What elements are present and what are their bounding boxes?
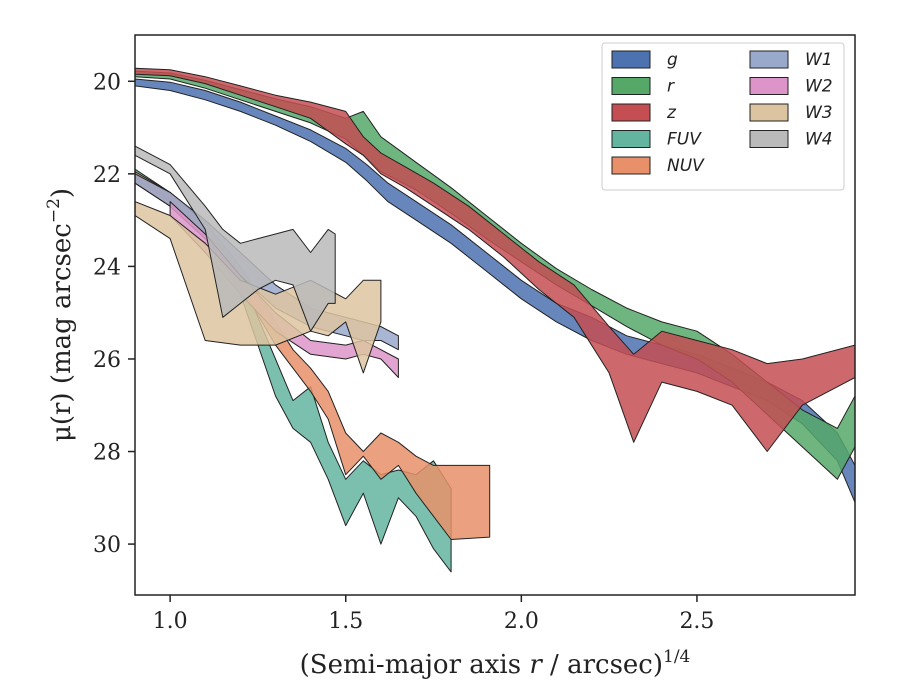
y-tick-label: 26 (93, 348, 121, 373)
legend-swatch-w2 (749, 77, 789, 95)
y-tick-label: 30 (93, 533, 121, 558)
x-tick-label: 2.0 (504, 609, 539, 634)
legend-swatch-w3 (749, 103, 789, 122)
series-band-fuv (135, 168, 452, 573)
legend-swatch-w1 (749, 50, 789, 69)
legend-label-w2: W2 (805, 77, 833, 97)
series-band-g (135, 78, 855, 503)
legend-swatch-fuv (611, 130, 651, 148)
x-tick-label: 2.5 (679, 609, 714, 634)
legend-label-w3: W3 (805, 103, 833, 123)
y-tick-label: 24 (93, 255, 121, 280)
plot-frame (134, 34, 856, 596)
x-tick-label: 1.0 (153, 609, 188, 634)
legend-label-g: g (667, 50, 678, 70)
y-axis-label-text: μ(r) (mag arcsec (47, 223, 77, 442)
legend-label-w1: W1 (805, 50, 833, 70)
y-axis-label: μ(r) (mag arcsec−2) (44, 188, 77, 442)
legend-swatch-nuv (611, 156, 651, 175)
series-band-z (135, 67, 855, 452)
legend-swatch-w4 (749, 130, 789, 148)
y-tick-label: 22 (93, 163, 121, 188)
legend-swatch-r (611, 77, 651, 95)
legend-label-r: r (667, 77, 675, 97)
series-band-nuv (135, 171, 491, 540)
x-axis-ticks: 1.0 1.5 2.0 2.5 (153, 595, 714, 634)
legend-label-z: z (666, 103, 677, 123)
y-tick-label: 20 (93, 70, 121, 95)
x-axis-label-superscript: 1/4 (663, 647, 690, 667)
y-axis-ticks: 20 22 24 26 28 30 (93, 70, 135, 558)
x-tick-label: 1.5 (328, 609, 363, 634)
legend-swatch-z (611, 103, 651, 122)
legend: grz FUV NUV W1 W2 W3 W4 (601, 42, 845, 191)
legend-swatch-g (611, 50, 651, 69)
legend-label-w4: W4 (805, 130, 833, 150)
y-tick-label: 28 (93, 441, 121, 466)
y-axis-label-superscript: −2 (44, 198, 64, 223)
x-axis-label: (Semi-major axis r / arcsec)1/4 (300, 647, 691, 680)
band-layer (135, 67, 855, 573)
legend-label-nuv: NUV (667, 156, 705, 176)
y-axis-label-close: ) (47, 188, 77, 198)
x-axis-label-text: (Semi-major axis r / arcsec) (300, 650, 663, 680)
series-band-w4 (135, 145, 336, 332)
legend-label-fuv: FUV (667, 130, 702, 150)
